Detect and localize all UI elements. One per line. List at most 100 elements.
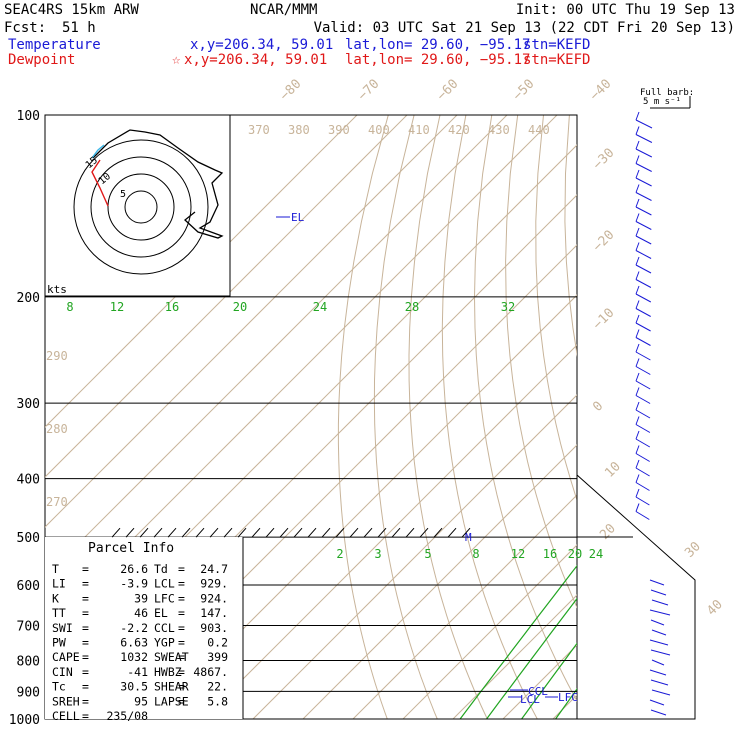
parcel-cell: = — [178, 680, 185, 694]
wind-barb — [636, 402, 639, 410]
legend-dewpoint-stn: stn=KEFD — [523, 52, 590, 68]
isotherm-label: 10 — [602, 459, 624, 481]
pressure-tick-label: 500 — [17, 531, 40, 546]
parcel-cell: PW — [52, 636, 66, 650]
parcel-cell: 39 — [134, 591, 148, 605]
wind-barb — [636, 236, 651, 244]
hatch-mark — [252, 528, 260, 537]
wind-barb — [636, 489, 639, 497]
init-time: Init: 00 UTC Thu 19 Sep 13 — [516, 2, 735, 18]
isotherm-line — [553, 115, 740, 719]
wind-barb — [652, 630, 666, 635]
parcel-cell: 5.8 — [207, 694, 228, 708]
pressure-tick-label: 600 — [17, 579, 40, 594]
hatch-mark — [294, 528, 302, 537]
wind-barb — [636, 468, 650, 476]
hatch-mark — [308, 528, 316, 537]
parcel-cell: 399 — [207, 650, 228, 664]
dry-adiabat-line — [565, 115, 737, 719]
mixing-ratio-label: 16 — [165, 300, 179, 314]
theta-label: 430 — [488, 123, 510, 137]
hatch-mark — [448, 528, 456, 537]
wind-barb — [636, 272, 639, 280]
mixing-ratio-label: 20 — [233, 300, 247, 314]
wind-barb — [636, 497, 649, 505]
dry-adiabat-line — [593, 115, 740, 719]
wind-barbs — [636, 112, 670, 715]
parcel-cell: LI — [52, 577, 66, 591]
theta-label: 390 — [328, 123, 350, 137]
isotherm-label: −40 — [587, 77, 614, 104]
el-label: EL — [291, 211, 305, 224]
mixing-ratio-lines — [460, 297, 740, 719]
theta-label: 370 — [248, 123, 270, 137]
wind-barb — [636, 294, 651, 302]
parcel-cell: = — [178, 577, 185, 591]
wind-barb — [636, 141, 639, 149]
wind-barb — [636, 156, 639, 164]
dry-adiabat-line — [506, 115, 638, 719]
isotherm-label: 30 — [682, 539, 704, 561]
dry-adiabat-line — [409, 115, 487, 719]
wind-barb — [636, 309, 651, 317]
parcel-cell: = — [178, 562, 185, 576]
parcel-cell: = — [178, 636, 185, 650]
hatch-mark — [224, 528, 232, 537]
wind-barb — [636, 193, 652, 201]
wind-barb — [636, 315, 639, 323]
mixing-ratio-line — [665, 297, 740, 719]
parcel-cell: = — [82, 694, 89, 708]
parcel-cell: CELL — [52, 709, 80, 723]
wind-barb — [636, 251, 651, 259]
wind-barb — [636, 170, 639, 178]
parcel-cell: Td — [154, 562, 168, 576]
isotherm-label: 40 — [704, 597, 726, 619]
mixing-ratio-label: 3 — [374, 547, 381, 561]
parcel-cell: = — [178, 591, 185, 605]
dry-adiabat-line — [338, 115, 388, 719]
mixing-ratio-label: 16 — [543, 547, 557, 561]
dewpoint-line — [607, 115, 712, 719]
isotherm-label: −50 — [510, 77, 537, 104]
hatch-mark — [266, 528, 274, 537]
theta-label: 270 — [46, 495, 68, 509]
isotherm-line — [203, 115, 740, 719]
pressure-tick-label: 200 — [17, 291, 40, 306]
legend-temperature-name: Temperature — [8, 37, 101, 53]
wind-barb — [650, 670, 666, 675]
parcel-cell: 929. — [200, 577, 228, 591]
isotherm-label: −10 — [590, 306, 617, 333]
lfc-label: LFC — [558, 691, 578, 704]
parcel-cell: 6.63 — [120, 636, 148, 650]
pressure-tick-label: 300 — [17, 397, 40, 412]
wind-barb — [636, 265, 651, 273]
hatch-mark — [154, 528, 162, 537]
parcel-cell: = — [82, 665, 89, 679]
isotherm-line — [303, 115, 740, 719]
parcel-cell: = — [178, 694, 185, 708]
parcel-cell: T — [52, 562, 59, 576]
hodo-units: kts — [47, 283, 67, 296]
parcel-cell: = — [178, 650, 185, 664]
hatch-mark — [350, 528, 358, 537]
wind-barb — [650, 580, 664, 585]
pressure-tick-label: 800 — [17, 654, 40, 669]
hatch-mark — [392, 528, 400, 537]
wind-barb — [651, 680, 668, 685]
isotherm-line — [503, 115, 740, 719]
dry-adiabat-line — [374, 115, 437, 719]
mixing-ratio-label: 12 — [110, 300, 124, 314]
mixing-ratio-label: 28 — [405, 300, 419, 314]
wind-barb — [636, 185, 639, 193]
wind-barb — [636, 199, 639, 207]
parcel-cell: = — [82, 562, 89, 576]
isotherm-label: −60 — [434, 77, 461, 104]
hatch-mark — [168, 528, 176, 537]
dry-adiabat-lines — [338, 115, 740, 719]
parcel-cell: 95 — [134, 694, 148, 708]
isotherm-label: −30 — [590, 146, 617, 173]
parcel-cell: = — [82, 636, 89, 650]
wind-barb — [636, 243, 639, 251]
